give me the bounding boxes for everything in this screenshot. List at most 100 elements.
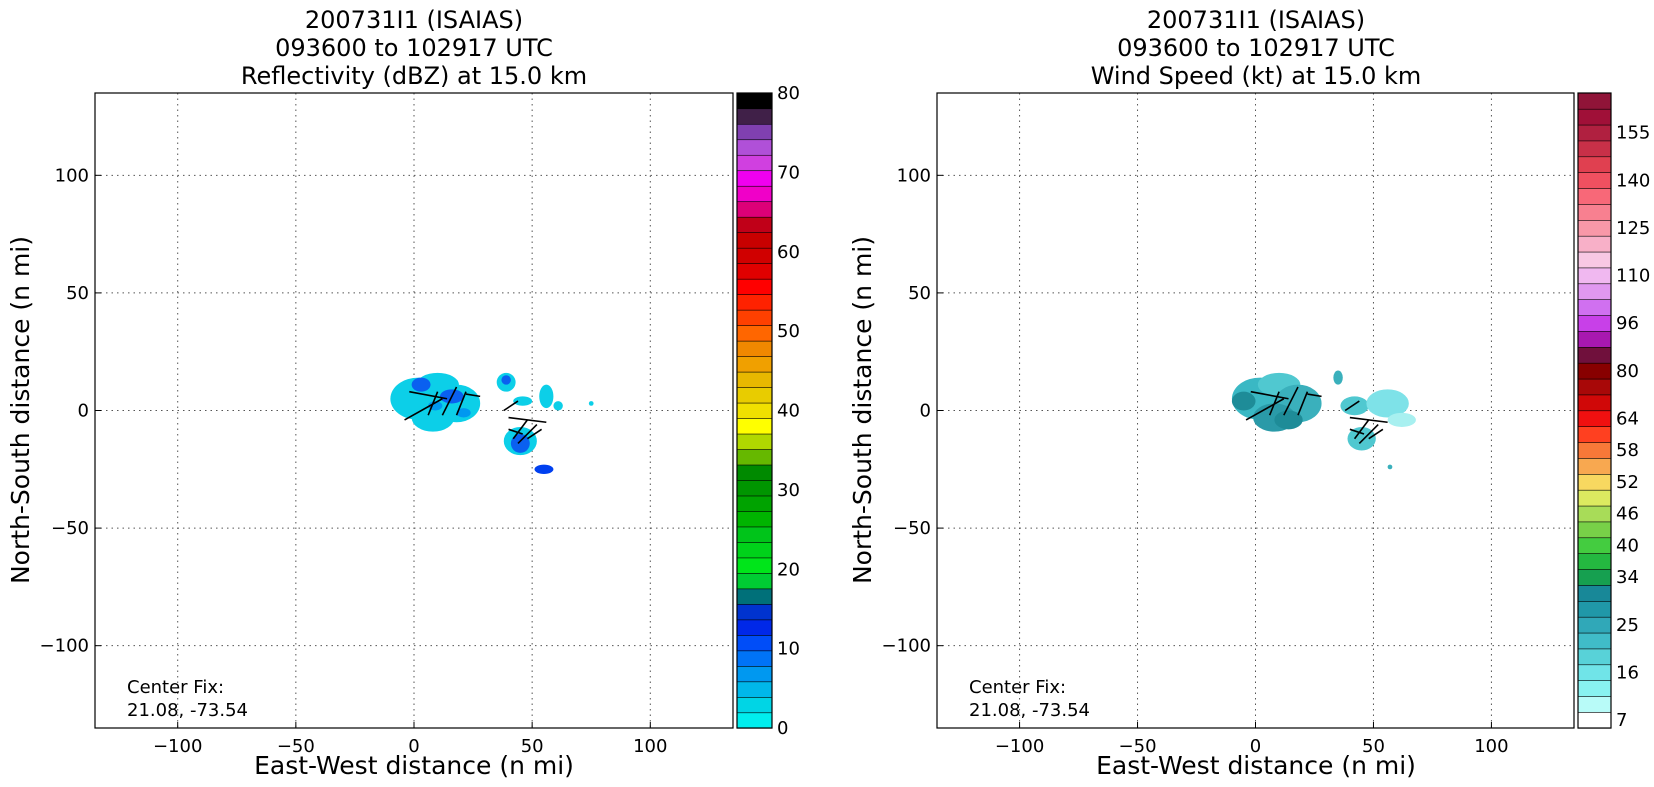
center-fix-coords: 21.08, -73.54 [127,700,248,721]
colorbar-tick-label: 80 [1616,361,1639,382]
y-tick-label: 50 [66,283,89,304]
colorbar-segment [736,263,773,280]
chart-title-line-2: 093600 to 102917 UTC [1117,34,1395,62]
wind-vector [512,419,529,440]
colorbar-segment [1577,600,1612,618]
wind-vector [1297,391,1309,416]
colorbar-segment [1577,203,1612,221]
colorbar-tick-label: 7 [1616,710,1627,731]
colorbar-frame [736,92,773,729]
wind-vector [427,391,439,416]
echo-cell [1387,464,1393,470]
y-tick-label: 50 [908,283,931,304]
colorbar-tick-label: 96 [1616,313,1639,334]
colorbar-segment [736,355,773,373]
colorbar-segment [736,526,773,543]
colorbar-segment [1577,394,1612,412]
colorbar-segment [1577,632,1612,650]
colorbar-segment [736,619,773,636]
colorbar-segment [736,92,773,110]
colorbar-segment [1577,553,1612,570]
colorbar-tick-label: 20 [777,559,800,580]
colorbar-tick-label: 60 [777,242,800,263]
colorbar-tick-label: 30 [777,480,800,501]
colorbar-segment [1577,124,1612,142]
wind-vector [1283,386,1299,416]
colorbar-segment [736,123,773,141]
colorbar-tick-label: 110 [1616,266,1650,287]
colorbar-segment [1577,187,1612,205]
echo-cell [1231,391,1256,411]
y-tick-label: −50 [893,518,931,539]
reflectivity-colorbar: 0 10 20 30 40 50 60 70 80 [736,83,800,739]
colorbar-segment [736,216,773,233]
colorbar-segment [1577,584,1612,602]
colorbar-segment [1577,664,1612,681]
colorbar-segment [1577,457,1612,475]
echo-cell [539,384,554,409]
x-tick-label: 0 [408,736,419,757]
colorbar-segment [736,417,773,435]
colorbar-segment [1577,505,1612,523]
colorbar-tick-label: 0 [777,718,788,739]
echo-cell [510,434,530,453]
wind-speed-colorbar: 7 16 25 34 40 46 52 58 64 80 96 110 125 140 155 [1577,92,1650,731]
center-fix-label: Center Fix: [969,677,1066,698]
chart-title-line-1: 200731I1 (ISAIAS) [305,6,523,34]
colorbar-segment [1577,92,1612,110]
y-tick-label: −100 [882,636,931,657]
colorbar-segment [1577,426,1612,443]
colorbar-segment [736,572,773,590]
colorbar-segment [1577,489,1612,507]
colorbar-tick-label: 58 [1616,440,1639,461]
colorbar-segment [1577,473,1612,491]
colorbar-segment [1577,616,1612,634]
colorbar-segment [1577,283,1612,300]
colorbar-segment [736,603,773,621]
colorbar-tick-label: 155 [1616,123,1650,144]
colorbar-tick-label: 25 [1616,615,1639,636]
wind-vector [503,400,519,412]
echo-cell [1333,370,1343,385]
echo-cell [1274,410,1303,430]
x-tick-label: −50 [1119,736,1157,757]
colorbar-segment [736,433,773,450]
colorbar-segment [1577,314,1612,332]
wind-vector [1349,428,1365,435]
colorbar-tick-label: 140 [1616,170,1650,191]
x-tick-label: 100 [1474,736,1508,757]
colorbar-tick-label: 125 [1616,218,1650,239]
colorbar-segment [1577,711,1612,729]
colorbar-segment [1577,537,1612,554]
echo-cell [501,375,511,385]
colorbar-segment [736,448,773,466]
colorbar-segment [1577,648,1612,666]
colorbar-segment [1577,330,1612,348]
colorbar-tick-label: 52 [1616,472,1639,493]
colorbar-segment [736,340,773,357]
colorbar-tick-label: 46 [1616,504,1639,525]
colorbar-segment [736,650,773,667]
x-tick-label: 50 [1362,736,1385,757]
colorbar-segment [736,232,773,249]
colorbar-segment [736,201,773,218]
wind-vector [1268,391,1280,416]
echo-cell [1340,396,1369,416]
wind-vector [1344,400,1360,412]
y-tick-label: 0 [78,401,89,422]
x-tick-label: 100 [633,736,667,757]
wind-vector [526,428,543,440]
colorbar-segment [736,325,773,342]
wind-vector [508,428,523,435]
colorbar-segment [736,541,773,559]
x-tick-label: 0 [1250,736,1261,757]
colorbar-tick-label: 16 [1616,662,1639,683]
colorbar-segment [1577,680,1612,697]
wind-vector [404,398,443,421]
chart-title-line-3: Wind Speed (kt) at 15.0 km [1091,62,1422,90]
y-axis-label: North-South distance (n mi) [848,236,877,584]
colorbar-segment [1577,362,1612,380]
y-tick-label: 100 [55,165,89,186]
wind-vector [409,390,448,400]
